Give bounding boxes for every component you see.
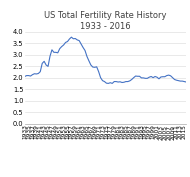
Title: US Total Fertility Rate History
1933 - 2016: US Total Fertility Rate History 1933 - 2… [44,11,167,31]
